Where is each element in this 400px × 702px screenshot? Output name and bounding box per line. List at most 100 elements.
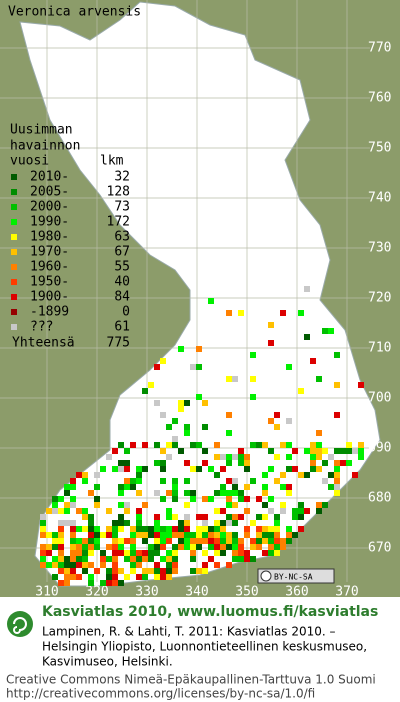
occurrence-square [76, 526, 82, 532]
legend-swatch [11, 189, 17, 195]
occurrence-square [40, 556, 46, 562]
occurrence-square [106, 454, 112, 460]
occurrence-square [190, 490, 196, 496]
occurrence-square [184, 502, 190, 508]
occurrence-square [124, 466, 130, 472]
occurrence-square [112, 574, 118, 580]
occurrence-square [88, 514, 94, 520]
occurrence-square [226, 502, 232, 508]
occurrence-square [292, 448, 298, 454]
occurrence-square [184, 538, 190, 544]
legend-count: 128 [107, 185, 130, 200]
occurrence-square [142, 556, 148, 562]
occurrence-square [208, 526, 214, 532]
occurrence-square [304, 448, 310, 454]
occurrence-square [136, 472, 142, 478]
occurrence-square [214, 544, 220, 550]
occurrence-square [76, 538, 82, 544]
occurrence-square [358, 382, 364, 388]
logo-spiral [13, 617, 27, 634]
occurrence-square [274, 412, 280, 418]
occurrence-square [316, 508, 322, 514]
occurrence-square [202, 400, 208, 406]
occurrence-square [130, 484, 136, 490]
occurrence-square [202, 568, 208, 574]
occurrence-square [226, 454, 232, 460]
occurrence-square [238, 538, 244, 544]
occurrence-square [196, 394, 202, 400]
occurrence-square [112, 538, 118, 544]
occurrence-square [268, 508, 274, 514]
occurrence-square [52, 556, 58, 562]
legend-label: 1950- [30, 275, 69, 290]
occurrence-square [316, 442, 322, 448]
occurrence-square [88, 550, 94, 556]
occurrence-square [322, 448, 328, 454]
legend-column-label: vuosi [10, 154, 49, 169]
occurrence-square [124, 502, 130, 508]
occurrence-square [280, 442, 286, 448]
occurrence-square [346, 442, 352, 448]
license-url[interactable]: http://creativecommons.org/licenses/by-n… [6, 687, 315, 701]
occurrence-square [298, 508, 304, 514]
legend-label: 1900- [30, 290, 69, 305]
occurrence-square [166, 514, 172, 520]
occurrence-square [172, 568, 178, 574]
occurrence-square [226, 478, 232, 484]
occurrence-square [274, 424, 280, 430]
occurrence-square [250, 394, 256, 400]
occurrence-square [226, 412, 232, 418]
occurrence-square [208, 466, 214, 472]
occurrence-square [160, 448, 166, 454]
occurrence-square [136, 562, 142, 568]
occurrence-square [160, 556, 166, 562]
occurrence-square [202, 514, 208, 520]
occurrence-square [112, 544, 118, 550]
occurrence-square [328, 454, 334, 460]
occurrence-square [58, 526, 64, 532]
occurrence-square [286, 418, 292, 424]
occurrence-square [232, 478, 238, 484]
occurrence-square [286, 526, 292, 532]
occurrence-square [118, 544, 124, 550]
occurrence-square [112, 562, 118, 568]
occurrence-square [118, 550, 124, 556]
occurrence-square [58, 508, 64, 514]
occurrence-square [214, 550, 220, 556]
occurrence-square [298, 310, 304, 316]
occurrence-square [70, 550, 76, 556]
occurrence-square [232, 454, 238, 460]
occurrence-square [220, 526, 226, 532]
occurrence-square [172, 562, 178, 568]
occurrence-square [46, 544, 52, 550]
occurrence-square [154, 544, 160, 550]
occurrence-square [52, 538, 58, 544]
legend-count: 0 [122, 305, 130, 320]
legend-count: 67 [114, 245, 130, 260]
occurrence-square [274, 526, 280, 532]
occurrence-square [196, 466, 202, 472]
occurrence-square [46, 532, 52, 538]
occurrence-square [226, 544, 232, 550]
occurrence-square [226, 532, 232, 538]
occurrence-square [112, 556, 118, 562]
y-grid-label: 760 [368, 91, 391, 106]
occurrence-square [328, 328, 334, 334]
occurrence-square [124, 538, 130, 544]
occurrence-square [322, 478, 328, 484]
occurrence-square [220, 508, 226, 514]
y-grid-label: 670 [368, 541, 391, 556]
occurrence-square [124, 478, 130, 484]
occurrence-square [184, 544, 190, 550]
occurrence-square [118, 442, 124, 448]
legend-swatch [11, 249, 17, 255]
occurrence-square [226, 310, 232, 316]
site-title[interactable]: Kasviatlas 2010, www.luomus.fi/kasviatla… [42, 604, 378, 620]
occurrence-square [166, 538, 172, 544]
license-text: Creative Commons Nimeä-Epäkaupallinen-Ta… [6, 673, 376, 687]
occurrence-square [118, 502, 124, 508]
y-grid-label: 680 [368, 491, 391, 506]
y-grid-label: 740 [368, 191, 391, 206]
occurrence-square [280, 310, 286, 316]
